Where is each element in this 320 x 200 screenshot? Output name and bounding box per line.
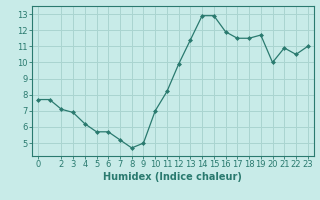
X-axis label: Humidex (Indice chaleur): Humidex (Indice chaleur)	[103, 172, 242, 182]
